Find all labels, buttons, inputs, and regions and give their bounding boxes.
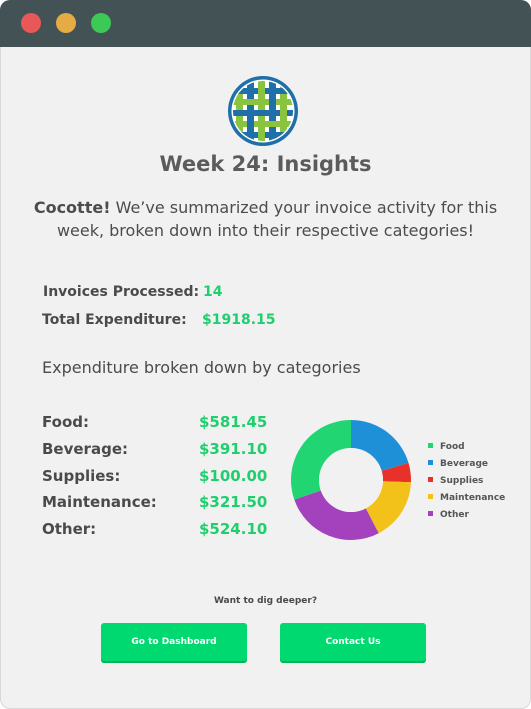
go-to-dashboard-button[interactable]: Go to Dashboard bbox=[101, 623, 247, 661]
legend-label-other: Other bbox=[440, 510, 469, 520]
category-label-food: Food: bbox=[42, 413, 89, 431]
legend-item-food: Food bbox=[428, 442, 465, 456]
customer-name: Cocotte! bbox=[33, 198, 111, 217]
legend-item-supplies: Supplies bbox=[428, 476, 483, 490]
legend-swatch-maintenance bbox=[428, 494, 433, 499]
category-label-maintenance: Maintenance: bbox=[42, 493, 157, 511]
legend-item-maintenance: Maintenance bbox=[428, 493, 505, 507]
woven-basket-logo bbox=[228, 76, 298, 146]
legend-label-food: Food bbox=[440, 442, 465, 452]
legend-swatch-beverage bbox=[428, 460, 433, 465]
category-value-supplies: $100.00 bbox=[199, 467, 268, 485]
category-label-other: Other: bbox=[42, 520, 97, 538]
donut-slice-beverage bbox=[351, 420, 409, 471]
maximize-window-button[interactable] bbox=[91, 13, 111, 33]
donut-hole bbox=[319, 448, 383, 512]
donut-slice-maintenance bbox=[365, 481, 411, 534]
legend-swatch-supplies bbox=[428, 477, 433, 482]
legend-label-supplies: Supplies bbox=[440, 476, 484, 486]
category-label-beverage: Beverage: bbox=[42, 440, 128, 458]
category-donut-chart bbox=[291, 420, 411, 540]
total-expenditure-value: $1918.15 bbox=[202, 312, 276, 328]
minimize-window-button[interactable] bbox=[56, 13, 76, 33]
invoices-processed-value: 14 bbox=[203, 284, 223, 300]
close-window-button[interactable] bbox=[21, 13, 41, 33]
invoices-processed-label: Invoices Processed: bbox=[43, 284, 200, 300]
window-titlebar bbox=[0, 0, 531, 47]
category-value-food: $581.45 bbox=[199, 413, 268, 431]
legend-swatch-food bbox=[428, 443, 433, 448]
category-label-supplies: Supplies: bbox=[42, 467, 121, 485]
legend-label-beverage: Beverage bbox=[440, 459, 488, 469]
legend-swatch-other bbox=[428, 511, 433, 516]
category-value-beverage: $391.10 bbox=[199, 440, 268, 458]
donut-slice-food bbox=[291, 420, 351, 500]
legend-label-maintenance: Maintenance bbox=[440, 493, 506, 503]
contact-us-button[interactable]: Contact Us bbox=[280, 623, 426, 661]
donut-slice-other bbox=[294, 490, 379, 540]
page-title: Week 24: Insights bbox=[159, 152, 372, 176]
legend-item-other: Other bbox=[428, 510, 469, 524]
legend-item-beverage: Beverage bbox=[428, 459, 488, 473]
dig-deeper-prompt: Want to dig deeper? bbox=[213, 596, 318, 606]
donut-slice-supplies bbox=[381, 462, 411, 483]
intro-text: Cocotte! We’ve summarized your invoice a… bbox=[30, 196, 501, 242]
total-expenditure-label: Total Expenditure: bbox=[42, 312, 187, 328]
breakdown-heading: Expenditure broken down by categories bbox=[42, 358, 361, 377]
category-value-other: $524.10 bbox=[199, 520, 268, 538]
donut-slices bbox=[291, 420, 411, 540]
category-value-maintenance: $321.50 bbox=[199, 493, 268, 511]
intro-message: We’ve summarized your invoice activity f… bbox=[56, 198, 498, 240]
